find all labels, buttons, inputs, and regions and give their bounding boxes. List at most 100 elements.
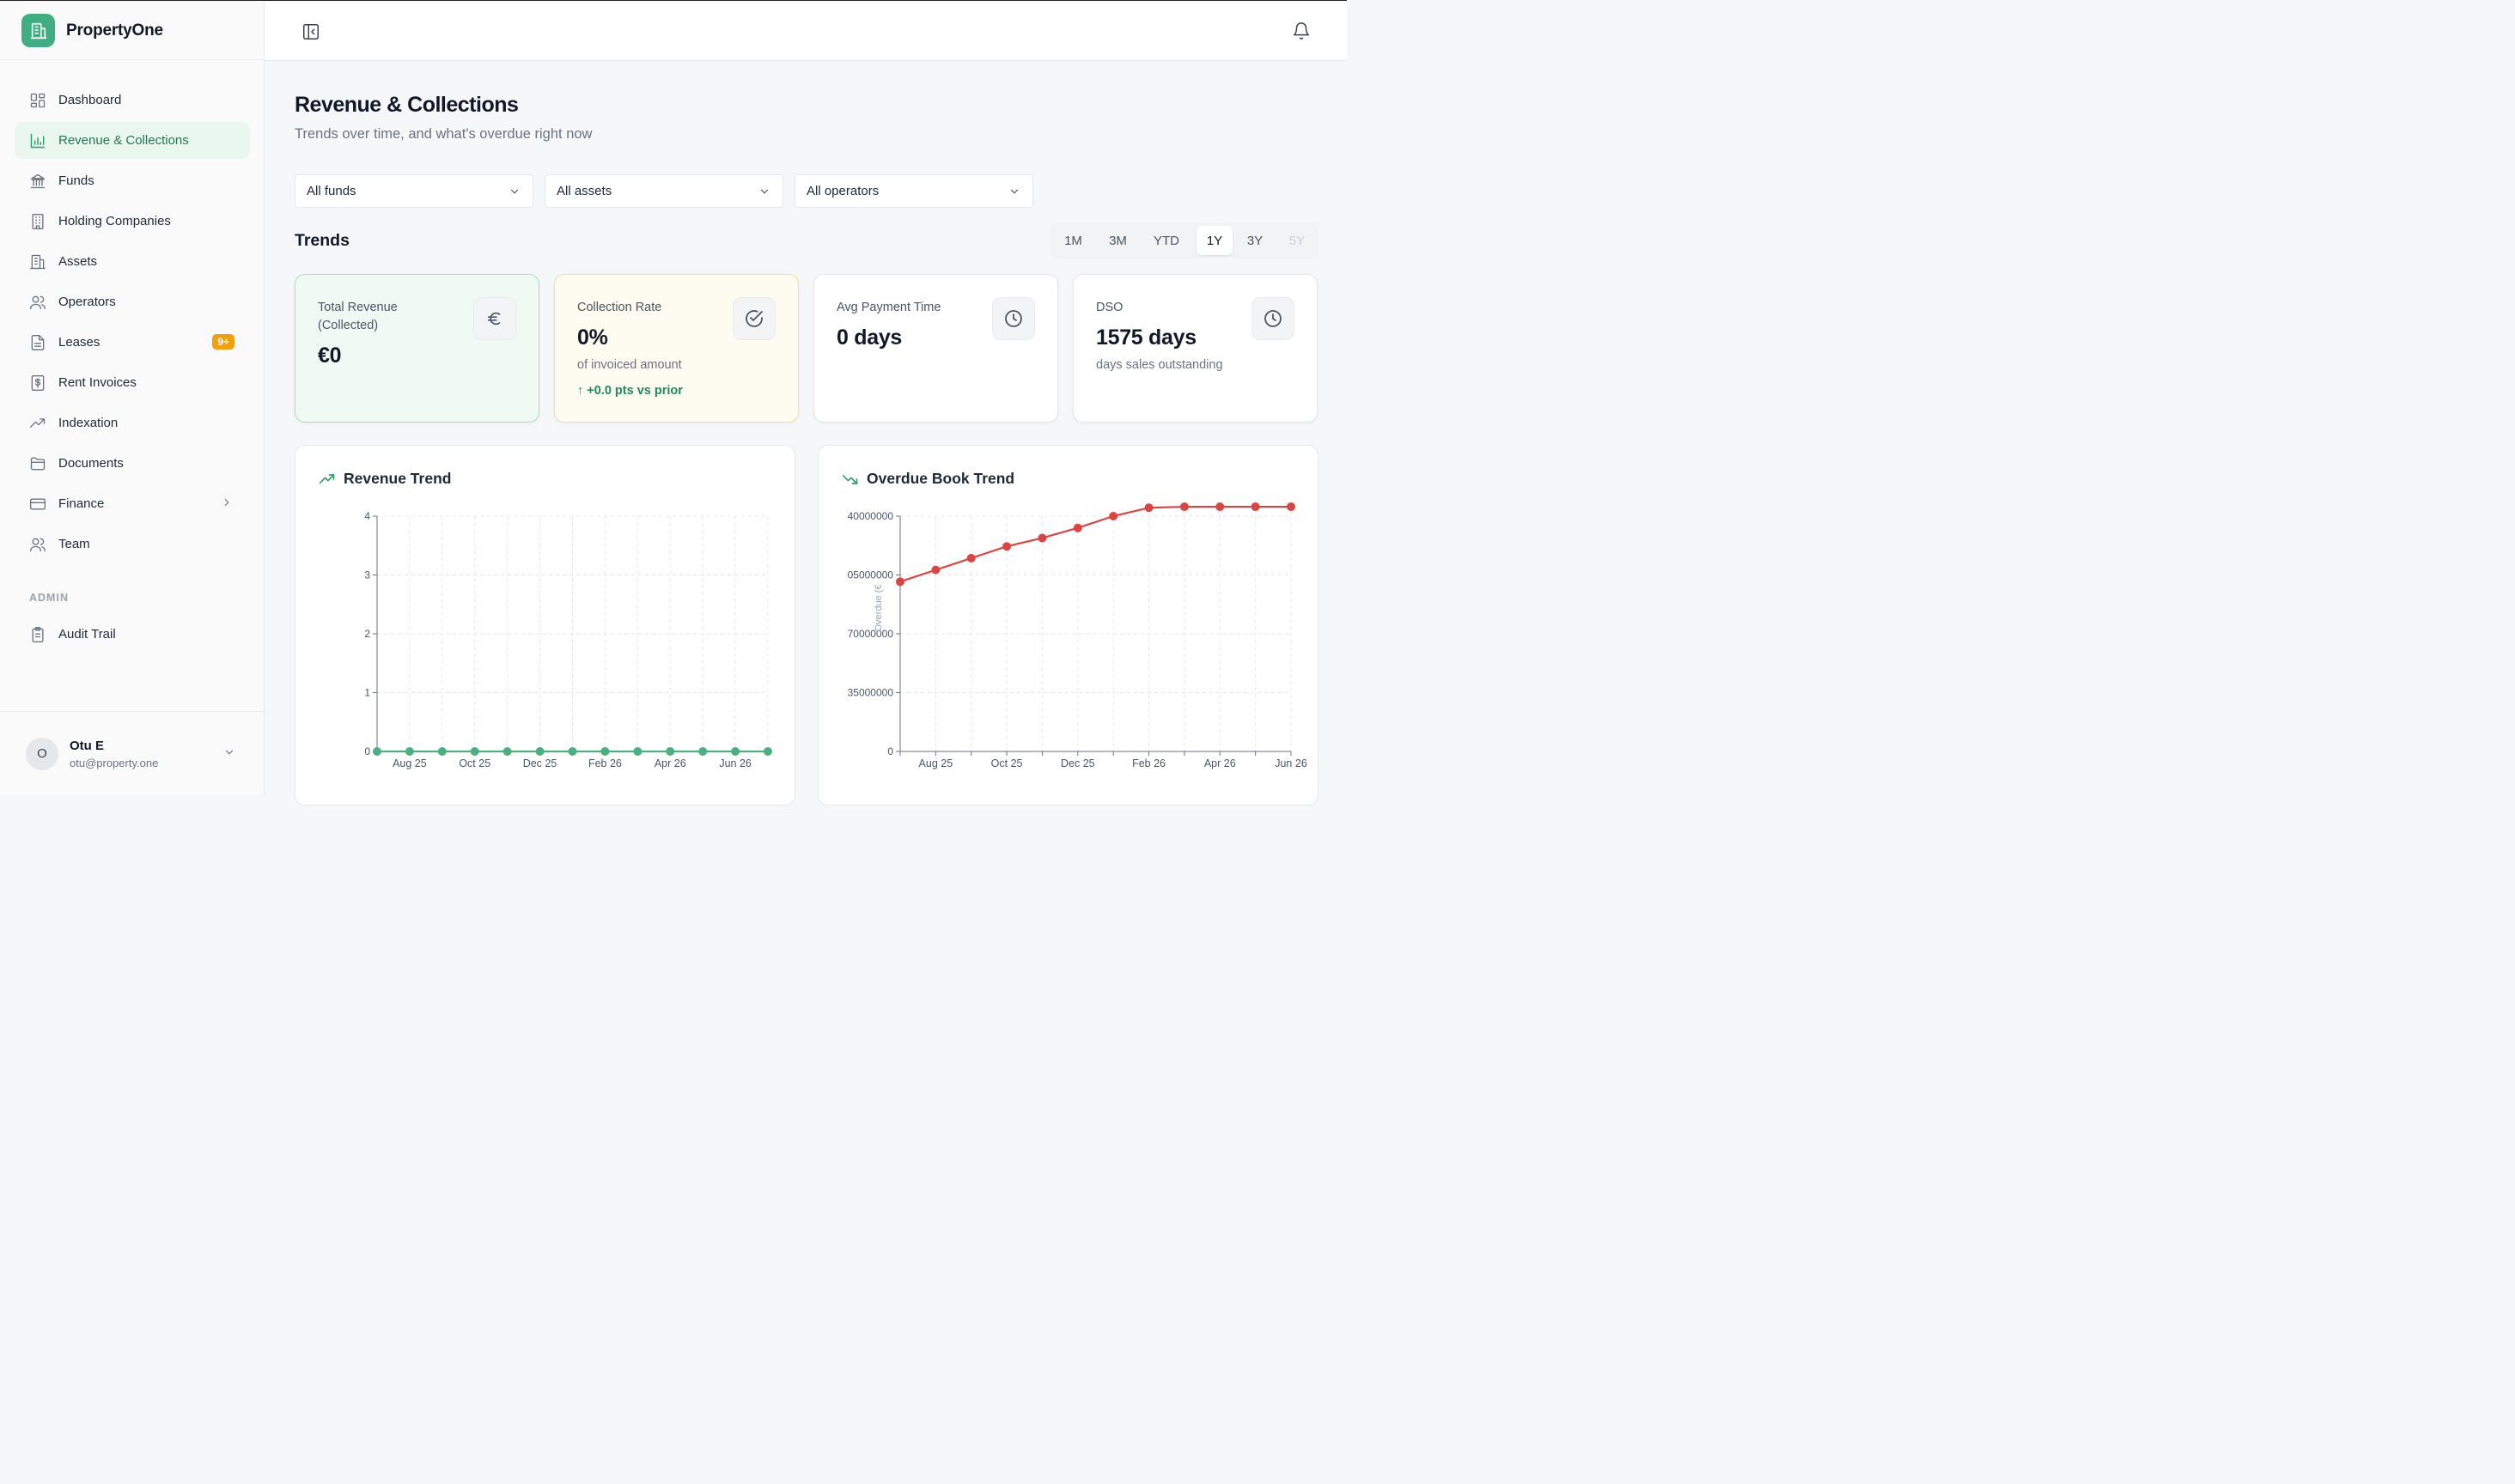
range-3y-button[interactable]: 3Y [1246,233,1264,248]
x-tick-label: Dec 25 [1061,757,1095,769]
admin-section-label: ADMIN [29,592,69,604]
sidebar-item-label: Team [58,537,90,551]
x-tick-label: Aug 25 [919,757,953,769]
sidebar-item-assets[interactable]: Assets [15,243,250,280]
data-point [502,747,512,756]
overdue-book-trend-chart: 0 35000000 70000000 05000000 40000000 Aug 25 O… [848,502,1307,769]
avatar: O [26,737,58,770]
range-1m-button[interactable]: 1M [1064,233,1082,248]
fund-filter-select[interactable]: All funds [295,174,533,208]
sidebar-item-label: Rent Invoices [58,375,137,390]
chevron-down-icon[interactable] [223,746,235,763]
sidebar-item-dashboard[interactable]: Dashboard [15,82,250,119]
kpi-card-avg-payment-time: Avg Payment Time 0 days [813,274,1058,423]
sidebar-item-indexation[interactable]: Indexation [15,404,250,441]
sidebar-toggle-icon[interactable] [301,22,320,41]
sidebar-item-leases[interactable]: Leases 9+ [15,324,250,361]
users-icon [29,294,46,311]
data-point [764,747,772,756]
sidebar-item-label: Audit Trail [58,627,116,642]
sidebar-item-operators[interactable]: Operators [15,283,250,320]
user-menu[interactable]: O Otu E otu@property.one [0,711,264,795]
credit-card-icon [29,496,46,513]
y-tick-label: 35000000 [848,687,894,699]
x-tick-label: Apr 26 [1204,757,1236,769]
sidebar-item-audit-trail[interactable]: Audit Trail [15,616,250,653]
check-circle-icon [733,297,776,340]
invoice-icon [29,374,46,392]
data-point [535,747,545,756]
chart-title: Revenue Trend [344,470,452,487]
sidebar-item-revenue-collections[interactable]: Revenue & Collections [15,122,250,159]
series-line [899,505,1291,583]
select-value: All funds [307,184,356,198]
x-tick-label: Jun 26 [1275,757,1307,769]
clock-icon [1251,297,1294,340]
x-tick-label: Dec 25 [523,757,557,769]
data-point [373,747,381,756]
select-value: All operators [807,184,880,198]
y-tick-label: 2 [364,628,370,640]
range-3m-button[interactable]: 3M [1109,233,1127,248]
data-point [966,553,976,563]
kpi-subtext: of invoiced amount [577,358,682,372]
building-icon [29,213,46,230]
data-point [1073,523,1082,532]
sidebar-item-label: Documents [58,456,124,471]
kpi-value: €0 [318,344,342,368]
sidebar-item-label: Assets [58,254,98,269]
sidebar-item-rent-invoices[interactable]: Rent Invoices [15,364,250,401]
app-name: PropertyOne [66,21,163,40]
range-ytd-button[interactable]: YTD [1154,233,1179,248]
y-tick-label: 40000000 [848,510,894,522]
bank-icon [29,173,46,190]
kpi-value: 1575 days [1096,325,1197,350]
select-value: All assets [557,184,612,198]
range-1y-button[interactable]: 1Y [1197,226,1233,255]
x-tick-label: Feb 26 [1132,757,1166,769]
page-subtitle: Trends over time, and what's overdue rig… [295,126,593,142]
euro-icon [473,297,516,340]
trending-up-icon [29,415,46,432]
data-point [1038,533,1047,543]
y-tick-label: 3 [364,569,370,581]
buildings-icon [29,253,46,271]
sidebar-item-funds[interactable]: Funds [15,162,250,199]
dashboard-icon [29,92,46,109]
chevron-right-icon[interactable] [221,496,233,512]
data-point [437,747,447,756]
bell-icon[interactable] [1292,21,1311,45]
clipboard-icon [29,626,46,643]
brand[interactable]: PropertyOne [0,2,264,60]
x-tick-label: Oct 25 [991,757,1023,769]
clock-icon [992,297,1035,340]
team-icon [29,536,46,553]
sidebar-item-label: Holding Companies [58,214,171,228]
folder-icon [29,455,46,472]
data-point [731,747,740,756]
data-point [1109,512,1118,520]
sidebar-item-label: Revenue & Collections [58,133,189,148]
sidebar-item-label: Leases [58,335,100,350]
sidebar-item-team[interactable]: Team [15,526,250,563]
app-frame: PropertyOne Dashboard Revenue & Collecti… [0,0,1347,806]
x-tick-label: Feb 26 [588,757,622,769]
data-point [1179,502,1189,512]
sidebar-item-finance[interactable]: Finance [15,485,250,522]
user-email: otu@property.one [70,756,159,769]
data-point [1251,502,1260,512]
revenue-trend-panel: Revenue Trend 0 1 2 3 4 Aug 25 Oct 25 Dec 25 Feb… [295,445,795,806]
sidebar-item-documents[interactable]: Documents [15,445,250,482]
data-point [568,747,577,756]
range-5y-button[interactable]: 5Y [1288,233,1306,248]
admin-nav: Audit Trail [15,616,250,656]
sidebar: PropertyOne Dashboard Revenue & Collecti… [0,2,265,795]
data-point [405,747,414,756]
sidebar-item-holding-companies[interactable]: Holding Companies [15,203,250,240]
x-tick-label: Aug 25 [393,757,427,769]
sidebar-item-label: Indexation [58,416,119,430]
asset-filter-select[interactable]: All assets [545,174,783,208]
sidebar-item-label: Dashboard [58,93,122,107]
y-tick-label: 0 [364,745,370,757]
operator-filter-select[interactable]: All operators [795,174,1033,208]
